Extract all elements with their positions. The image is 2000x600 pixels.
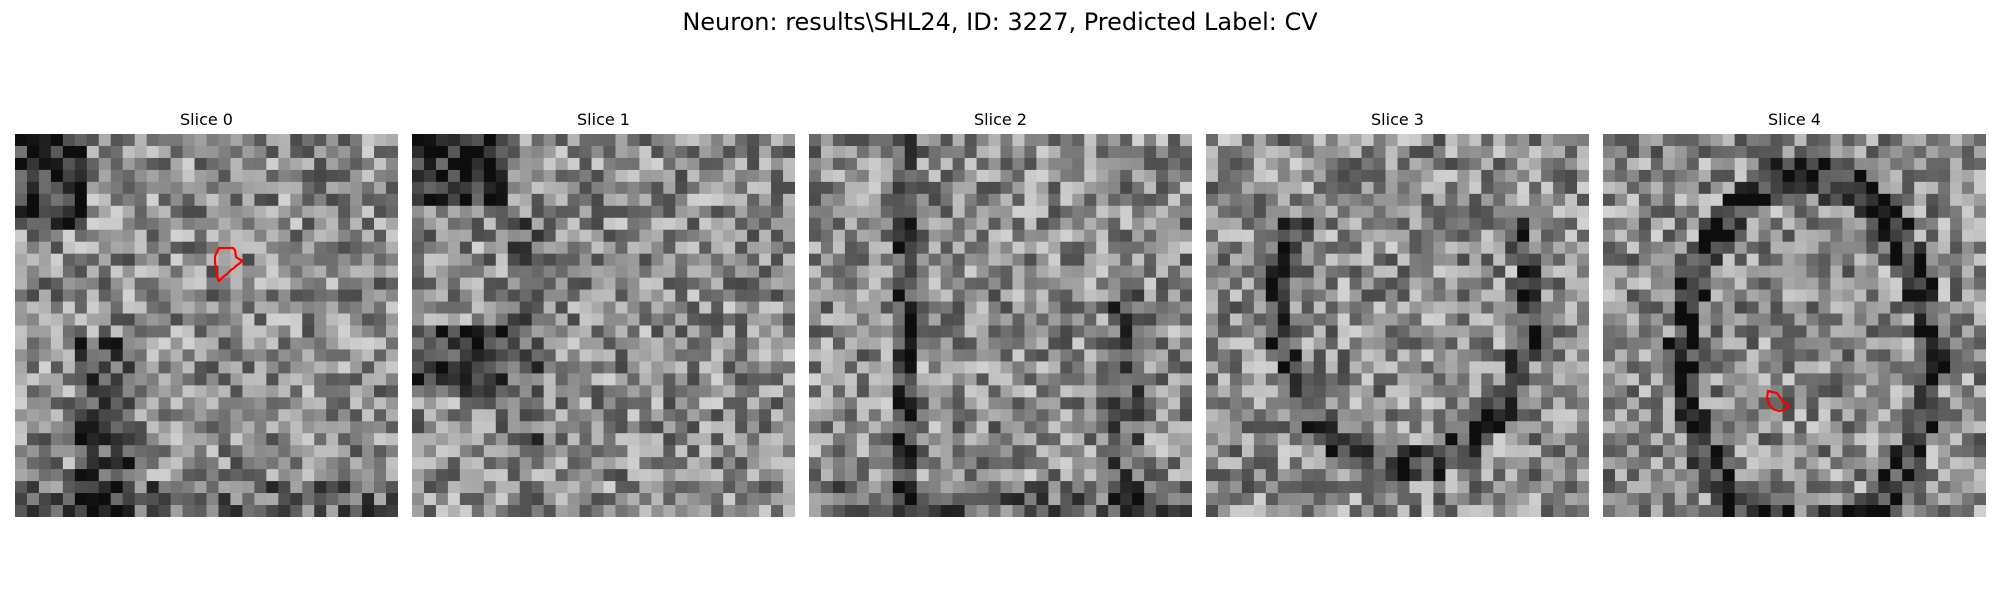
figure-title: Neuron: results\SHL24, ID: 3227, Predict… bbox=[682, 8, 1318, 36]
slice-title: Slice 1 bbox=[577, 110, 630, 129]
slice-image bbox=[1206, 134, 1589, 517]
roi-contour bbox=[213, 246, 244, 283]
slice-image bbox=[412, 134, 795, 517]
roi-contour bbox=[1765, 389, 1791, 413]
slice-title: Slice 2 bbox=[974, 110, 1027, 129]
slice-title: Slice 4 bbox=[1768, 110, 1821, 129]
slice-title: Slice 3 bbox=[1371, 110, 1424, 129]
slice-image bbox=[1603, 134, 1986, 517]
slice-title: Slice 0 bbox=[180, 110, 233, 129]
slice-image bbox=[15, 134, 398, 517]
slice-image bbox=[809, 134, 1192, 517]
